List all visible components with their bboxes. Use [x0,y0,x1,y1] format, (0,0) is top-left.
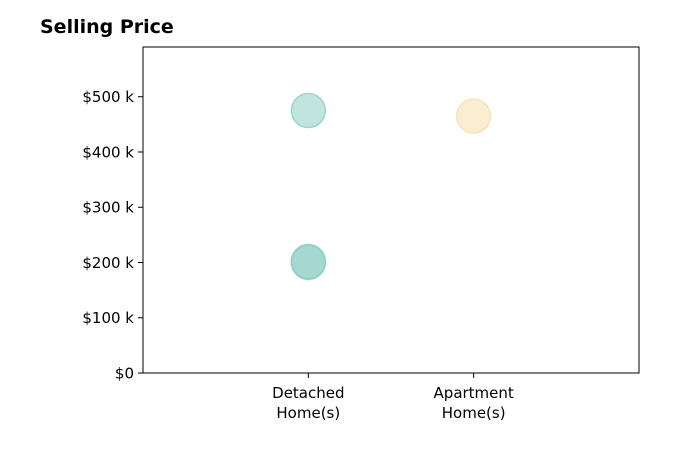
data-point [290,243,327,280]
y-axis: $0 $100 k $200 k $300 k $400 k $500 k [82,88,143,383]
y-tick-label: $100 k [82,309,134,327]
x-tick-label: Apartment [434,384,514,402]
data-point [455,98,492,134]
y-tick-label: $400 k [82,143,134,161]
chart-title: Selling Price [40,16,174,38]
plot-frame [142,46,640,374]
x-tick-label: Home(s) [442,404,506,422]
data-point [290,92,327,129]
y-tick-label: $500 k [82,88,134,106]
x-axis: Detached Home(s) Apartment Home(s) [272,373,514,422]
x-tick-label: Home(s) [276,404,340,422]
x-tick-label: Detached [272,384,344,402]
y-tick-label: $300 k [82,199,134,217]
data-points [290,92,492,281]
y-tick-label: $200 k [82,254,134,272]
y-tick-label: $0 [115,365,134,383]
